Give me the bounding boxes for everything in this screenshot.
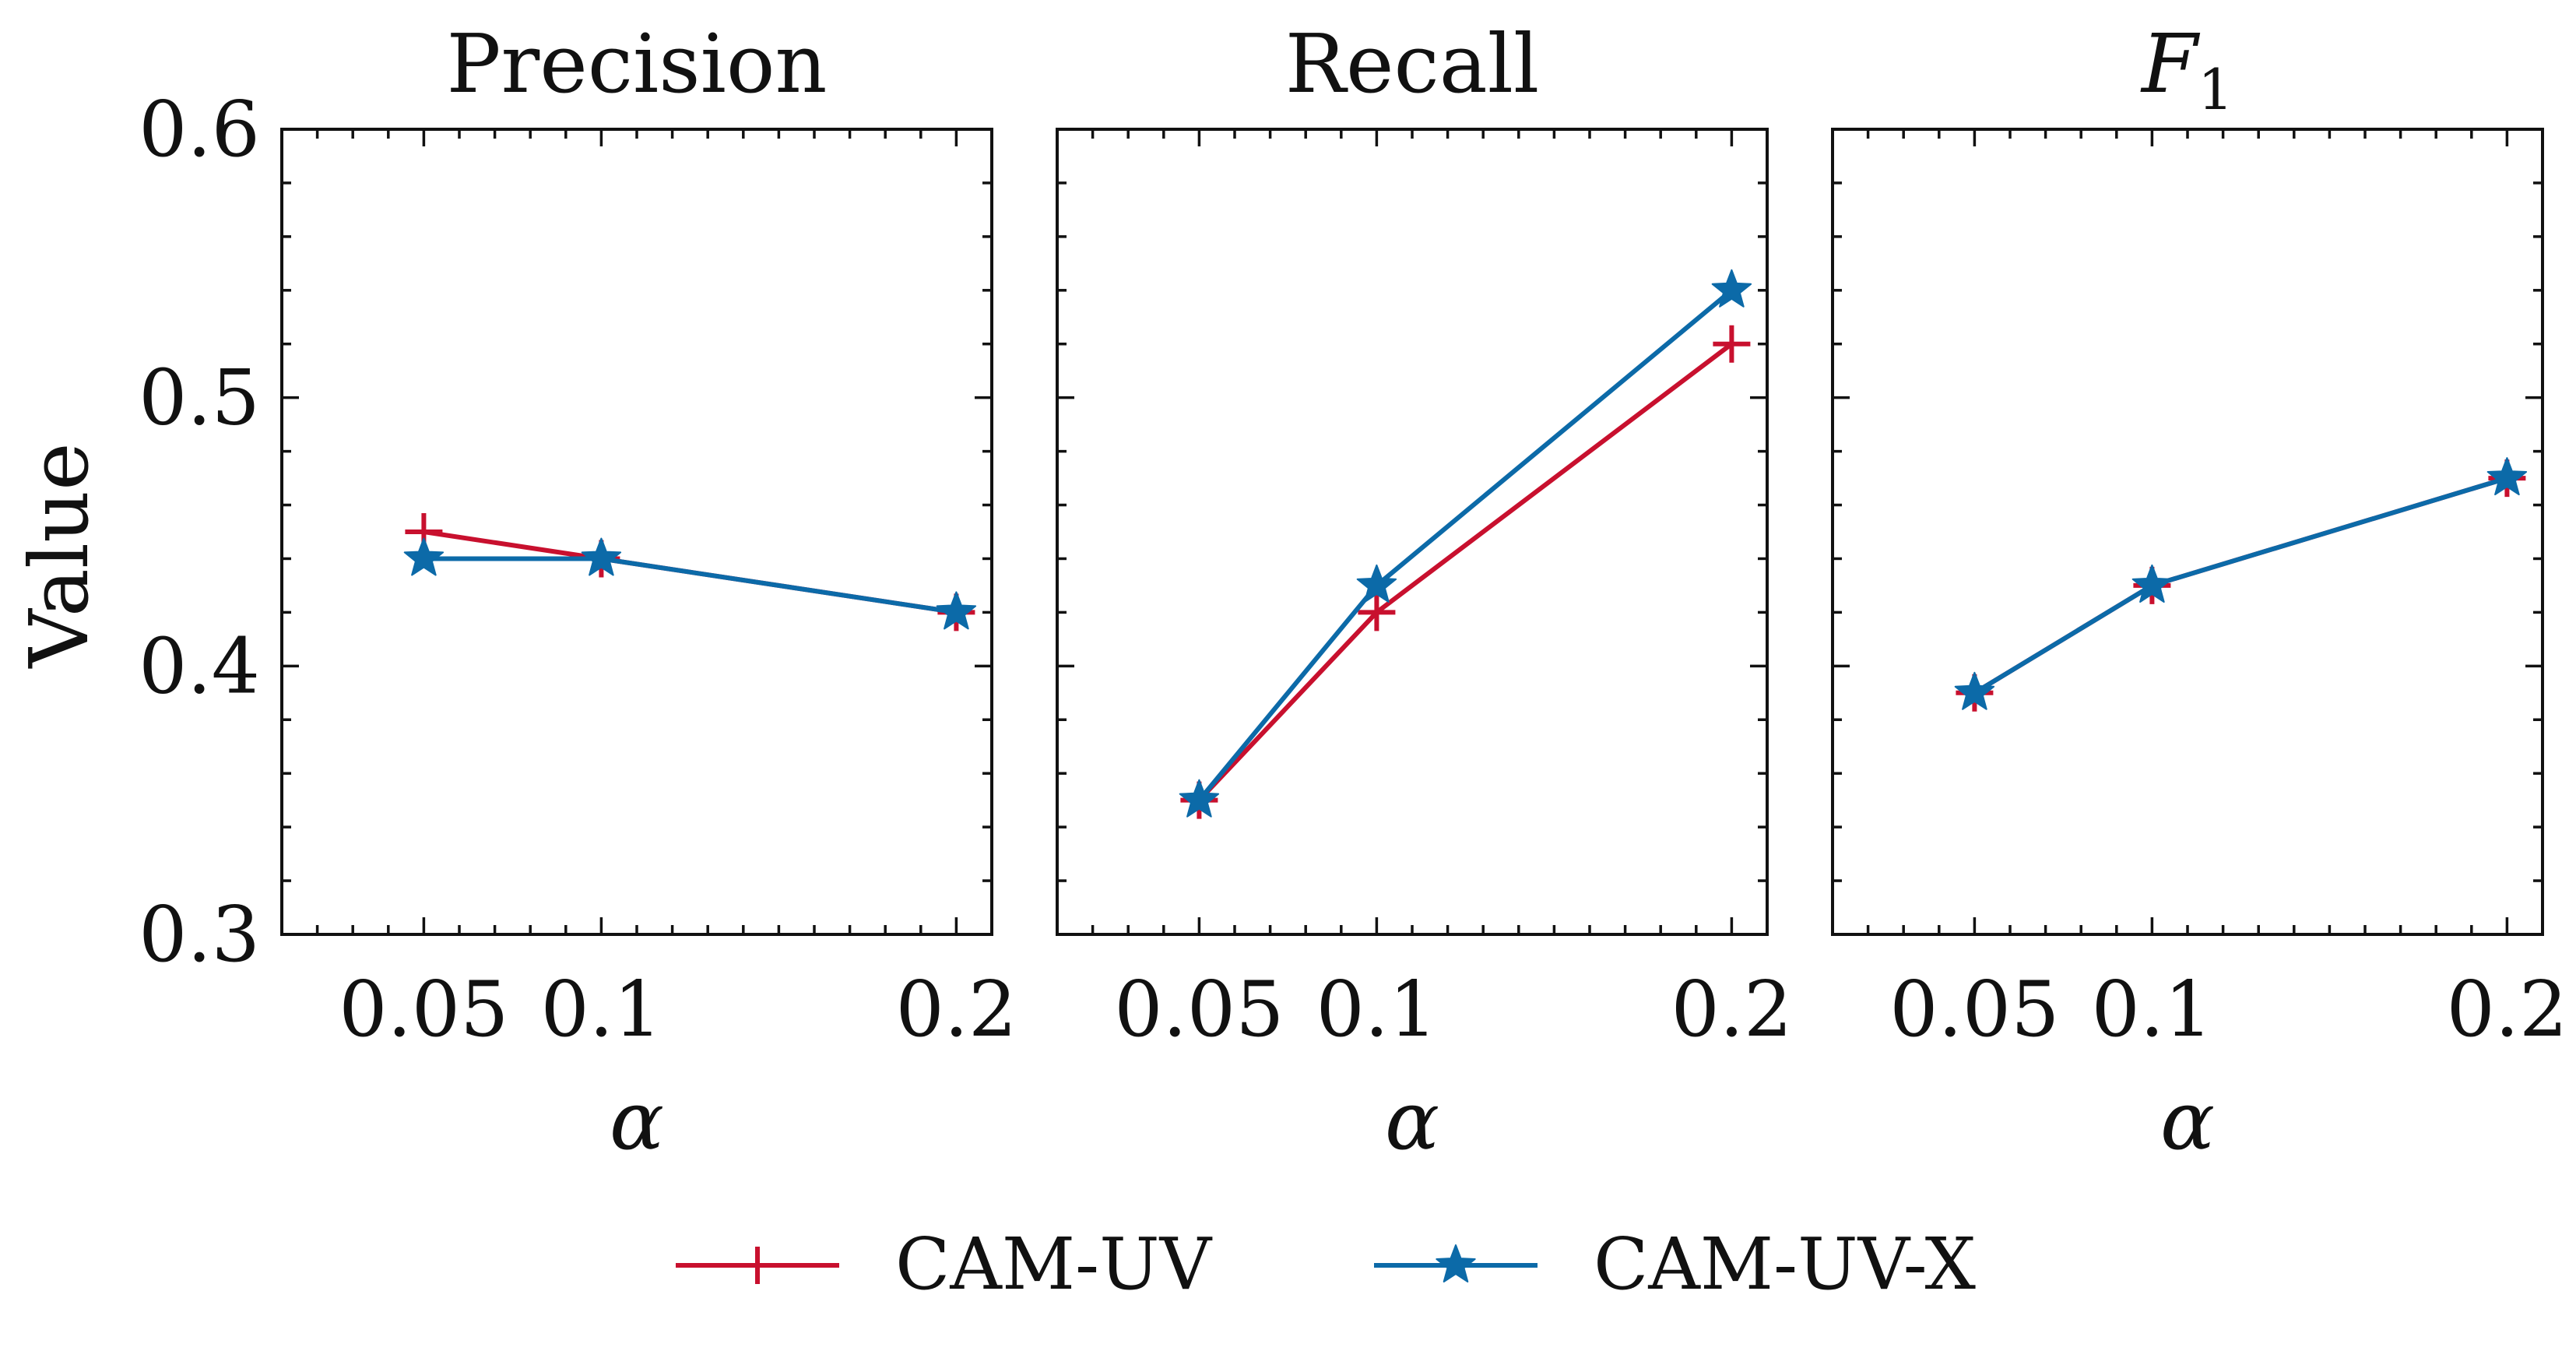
legend: CAM-UV CAM-UV-X [676, 1223, 1976, 1306]
y-tick-label: 0.5 [139, 354, 260, 443]
y-tick-label: 0.3 [139, 891, 260, 980]
chart-panel-2: 0.05 0.1 0.2 α Recall [1056, 16, 1792, 1168]
y-tick-label: 0.4 [139, 622, 260, 711]
plot-frame [1831, 128, 2544, 936]
series-cam-uv-x [1179, 269, 1752, 818]
series-line [1973, 476, 2508, 695]
data-point-plus [1713, 325, 1751, 363]
chart-title: Recall [1285, 16, 1540, 111]
title-subscript: 1 [2198, 57, 2233, 122]
data-point-star [936, 591, 977, 630]
x-tick-label: 0.05 [339, 966, 508, 1054]
data-point-star [1711, 269, 1752, 308]
data-point-star [403, 537, 445, 576]
data-point-star [581, 537, 622, 576]
data-point-plus [1358, 593, 1396, 632]
data-point-star [2131, 564, 2173, 603]
x-tick-label: 0.1 [1316, 966, 1437, 1054]
data-point-star [2486, 457, 2528, 496]
series-line [1197, 342, 1734, 802]
series-cam-uv [1180, 325, 1751, 819]
series-line [423, 556, 957, 615]
x-tick-label: 0.2 [2446, 966, 2567, 1054]
data-point-star [1179, 779, 1220, 818]
series-line [1973, 476, 2508, 695]
x-axis-label: α [610, 1073, 664, 1168]
chart-panel-3: 0.05 0.1 0.2 α F1 [1831, 16, 2567, 1168]
legend-label: CAM-UV [895, 1223, 1213, 1306]
legend-label: CAM-UV-X [1594, 1223, 1976, 1306]
chart-panel-1: 0.3 0.4 0.5 0.6 Value 0.05 0.1 0.2 α Precision [12, 16, 1017, 1168]
series-cam-uv-x [403, 537, 977, 630]
data-point-star [1954, 671, 1995, 710]
data-point-star [1356, 564, 1397, 603]
x-axis-label: α [1385, 1073, 1439, 1168]
x-tick-label: 0.05 [1114, 966, 1284, 1054]
plus-marker-icon [739, 1247, 776, 1284]
plot-frame [1056, 128, 1769, 936]
chart-title: Precision [447, 16, 828, 111]
x-axis-label: α [2160, 1073, 2215, 1168]
star-marker-icon [1436, 1244, 1476, 1282]
x-tick-label: 0.05 [1889, 966, 2059, 1054]
x-tick-label: 0.2 [1671, 966, 1792, 1054]
plot-frame [280, 128, 993, 936]
legend-item-cam-uv: CAM-UV [676, 1223, 1213, 1306]
x-tick-label: 0.1 [540, 966, 662, 1054]
x-tick-label: 0.1 [2091, 966, 2212, 1054]
series-cam-uv-x [1954, 457, 2528, 710]
x-tick-label: 0.2 [895, 966, 1017, 1054]
legend-item-cam-uv-x: CAM-UV-X [1374, 1223, 1976, 1306]
chart-title: F1 [2140, 16, 2233, 122]
y-axis-label: Value [12, 442, 107, 669]
y-tick-label: 0.6 [139, 86, 260, 174]
title-main: F [2140, 16, 2201, 111]
